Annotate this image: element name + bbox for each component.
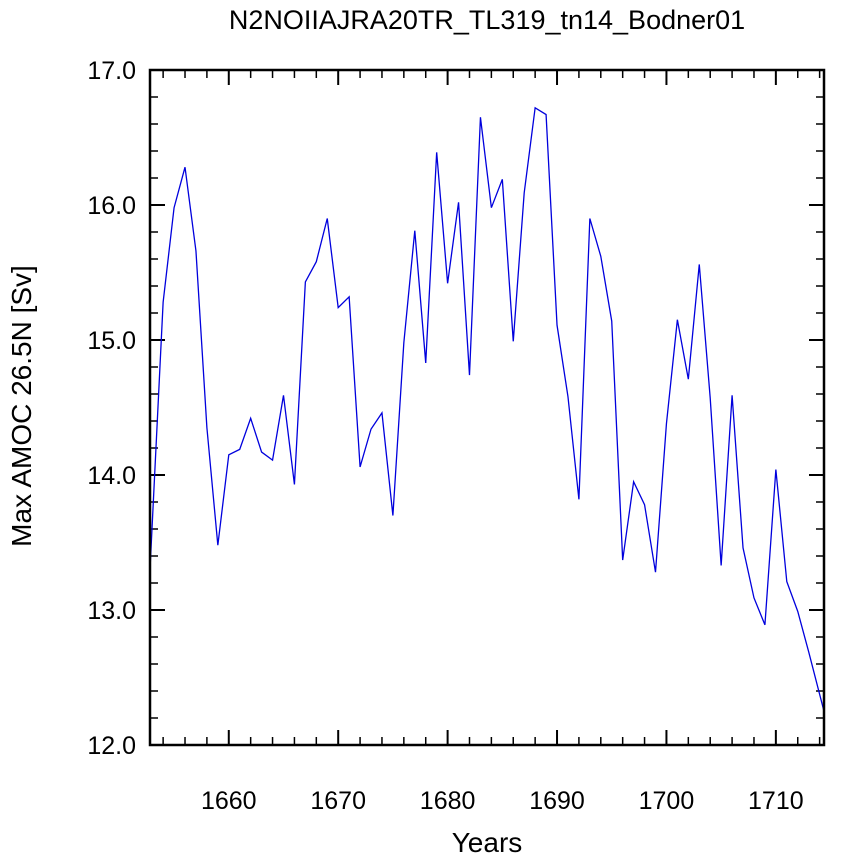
plot-frame [148, 68, 826, 747]
tick-marks [150, 69, 824, 746]
x-tick-label: 1700 [639, 787, 695, 815]
x-tick-label: 1690 [529, 787, 585, 815]
series-line [149, 106, 825, 712]
x-tick-label: 1670 [310, 787, 366, 815]
x-tick-label: 1710 [748, 787, 804, 815]
x-tick-label: 1660 [201, 787, 257, 815]
y-tick-label: 17.0 [87, 57, 136, 85]
y-tick-label: 12.0 [87, 732, 136, 760]
y-tick-label: 13.0 [87, 597, 136, 625]
x-tick-label: 1680 [420, 787, 476, 815]
tick-labels: 1660 1670 1680 1690 1700 1710 12.0 13.0 14.0 15.0… [87, 57, 803, 815]
x-axis-label: Years [452, 827, 523, 858]
chart-title: N2NOIIAJRA20TR_TL319_tn14_Bodner01 [229, 5, 745, 35]
y-tick-label: 14.0 [87, 462, 136, 490]
y-tick-label: 15.0 [87, 327, 136, 355]
y-axis-label: Max AMOC 26.5N [Sv] [6, 265, 37, 547]
y-tick-label: 16.0 [87, 192, 136, 220]
